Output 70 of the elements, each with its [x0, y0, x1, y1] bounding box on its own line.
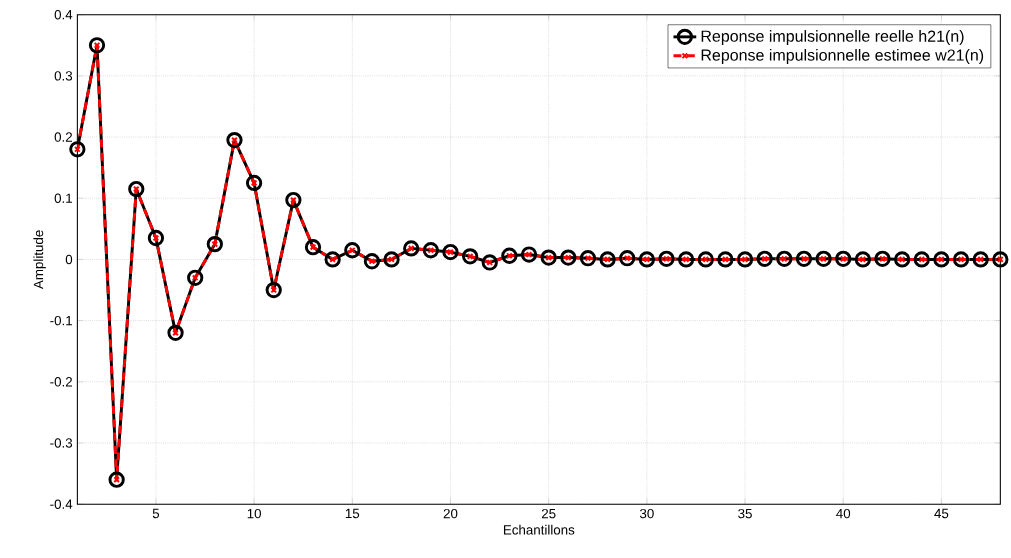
legend-label: Reponse impulsionnelle estimee w21(n) [701, 49, 984, 65]
x-tick-label: 15 [345, 509, 360, 519]
point [540, 249, 557, 266]
legend-label: Reponse impulsionnelle reelle h21(n) [701, 30, 964, 46]
point [835, 250, 852, 268]
point [147, 230, 165, 247]
point [245, 175, 263, 192]
point [108, 471, 125, 489]
point [363, 253, 381, 270]
point [638, 251, 655, 268]
point [697, 251, 714, 268]
y-tick-label: -0.1 [50, 316, 73, 326]
point [324, 251, 341, 268]
x-tick-label: 45 [934, 509, 949, 519]
point [579, 250, 597, 267]
x-tick-label: 20 [443, 509, 458, 519]
point [403, 240, 420, 257]
point [619, 250, 636, 267]
y-tick-label: 0.2 [54, 132, 72, 142]
point [717, 251, 734, 268]
point [913, 251, 930, 268]
x-tick-label: 35 [738, 509, 752, 519]
point [226, 132, 243, 149]
x-tick-label: 30 [639, 509, 654, 519]
point [344, 242, 361, 259]
y-tick-label: -0.2 [50, 377, 72, 387]
point [599, 251, 616, 268]
point [167, 324, 184, 342]
x-axis-title: Echantillons [503, 525, 575, 535]
point [736, 251, 754, 268]
point [304, 239, 322, 256]
point [442, 244, 459, 261]
point [854, 251, 872, 268]
y-tick-label: 0.1 [54, 193, 73, 204]
point [933, 251, 950, 268]
point [88, 37, 106, 54]
point [560, 249, 577, 266]
point [128, 181, 145, 198]
y-tick-label: -0.4 [50, 499, 73, 510]
y-tick-label: 0 [65, 254, 73, 265]
point [206, 236, 223, 253]
point [677, 251, 695, 268]
point [894, 251, 911, 268]
point [285, 192, 302, 209]
point [992, 251, 1009, 268]
point [501, 247, 518, 265]
point [422, 242, 439, 259]
point [874, 250, 891, 268]
point [795, 250, 813, 268]
y-tick-label: 0.3 [54, 71, 73, 81]
point [952, 251, 970, 268]
point [69, 141, 86, 158]
point [383, 251, 400, 268]
point [815, 250, 832, 268]
y-axis-title: Amplitude [33, 230, 46, 290]
x-tick-label: 25 [541, 509, 556, 519]
point [756, 250, 773, 268]
point [461, 248, 479, 265]
point [658, 250, 675, 268]
point [972, 251, 989, 268]
y-tick-label: -0.3 [50, 438, 73, 448]
point [187, 269, 204, 287]
x-tick-label: 40 [836, 509, 851, 519]
point [520, 246, 538, 263]
point [481, 254, 498, 271]
y-tick-label: 0.4 [54, 10, 73, 20]
x-tick-label: 10 [247, 509, 261, 519]
x-tick-label: 5 [152, 509, 160, 519]
point [265, 282, 282, 299]
point [776, 250, 793, 268]
